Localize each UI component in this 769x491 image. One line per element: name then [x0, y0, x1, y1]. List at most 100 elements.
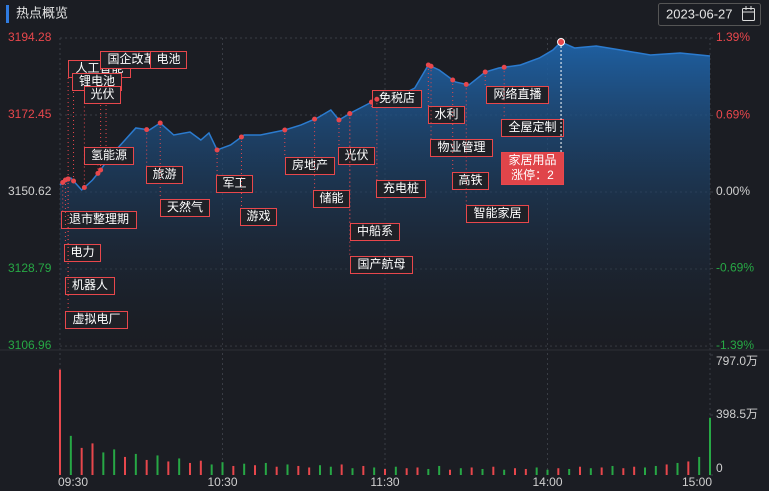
x-tick-label: 10:30: [207, 475, 237, 489]
volume-bar: [210, 464, 213, 475]
volume-bar: [438, 465, 441, 475]
annotation-dot: [347, 111, 353, 117]
volume-bar: [189, 462, 191, 475]
annotation-box: [160, 199, 210, 217]
annotation-label: 电力: [70, 245, 94, 259]
y-tick-label: 3194.28: [8, 30, 52, 44]
annotation-label: 储能: [319, 190, 343, 205]
annotation-box: [84, 147, 134, 165]
annotation-box: [61, 211, 137, 229]
annotation-box: [146, 166, 183, 184]
annotation-box: [285, 157, 335, 175]
volume-tick-label: 398.5万: [716, 407, 758, 421]
volume-bar: [145, 459, 148, 475]
annotation-box: [501, 119, 564, 137]
volume-bar: [416, 467, 419, 475]
header-title: 热点概览: [16, 5, 68, 20]
annotation-label: 国企改革: [107, 51, 155, 66]
annotation-dot: [157, 120, 163, 126]
annotation-dot: [95, 170, 101, 176]
volume-bar: [264, 462, 267, 475]
annotation-label: 全屋定制: [508, 119, 556, 134]
annotation-dot: [214, 147, 220, 153]
volume-bar: [113, 449, 116, 475]
annotation-box: [428, 106, 465, 124]
price-line: [59, 41, 711, 192]
annotation-label: 房地产: [292, 157, 328, 172]
calendar-icon[interactable]: [742, 6, 755, 21]
annotation-label: 光伏: [90, 87, 114, 101]
volume-bar: [449, 469, 451, 475]
annotation-label: 物业管理: [437, 139, 485, 154]
annotation-label: 氢能源: [91, 147, 127, 162]
annotation-box: [216, 175, 253, 193]
annotation-box: [313, 190, 350, 208]
annotation-label: 智能家居: [473, 205, 521, 220]
annotation-label: 旅游: [152, 167, 176, 181]
annotation-label: 电池: [156, 52, 180, 66]
volume-bar: [622, 468, 625, 475]
annotation-label: 军工: [222, 176, 246, 190]
volume-bar: [232, 465, 235, 475]
annotation-dot: [81, 184, 87, 190]
annotation-label: 水利: [434, 107, 458, 121]
annotation-dot: [98, 167, 104, 173]
annotation-box: [501, 152, 564, 185]
volume-bar: [589, 468, 592, 475]
annotation-dot: [428, 63, 434, 69]
annotation-dot: [463, 81, 469, 87]
volume-bar: [654, 465, 657, 475]
volume-bar: [91, 443, 94, 475]
volume-bar: [329, 466, 332, 475]
volume-bar: [470, 467, 473, 475]
volume-bar: [308, 467, 311, 475]
annotation-dot: [282, 127, 288, 133]
volume-bar: [340, 464, 343, 475]
annotation-label: 退市整理期: [69, 211, 129, 226]
volume-bar: [665, 464, 668, 475]
volume-tick-label: 797.0万: [716, 354, 758, 368]
volume-bar: [384, 468, 386, 475]
annotation-label: 网络直播: [493, 86, 541, 101]
volume-bar: [59, 369, 61, 475]
volume-bar: [709, 417, 711, 475]
annotation-label: 天然气: [167, 199, 203, 214]
annotation-box: [372, 90, 422, 108]
volume-bar: [633, 466, 636, 475]
annotation-label: 锂电池: [79, 73, 115, 88]
volume-bar: [535, 467, 538, 475]
annotation-box: [150, 51, 187, 69]
date-picker[interactable]: [658, 3, 761, 26]
volume-bar: [134, 453, 137, 475]
annotation-box: [350, 256, 413, 274]
volume-bar: [611, 465, 614, 475]
annotation-dot: [336, 117, 342, 123]
date-text[interactable]: 2023-06-27: [666, 6, 733, 21]
annotation-label: 中船系: [357, 223, 393, 238]
volume-bar: [362, 465, 365, 475]
annotation-label: 免税店: [379, 90, 415, 105]
volume-bar: [644, 467, 646, 475]
y2-tick-label: 0.69%: [716, 108, 750, 122]
volume-bar: [492, 466, 495, 475]
annotation-box: [466, 205, 529, 223]
volume-bar: [394, 466, 397, 475]
y-tick-label: 3128.79: [8, 261, 52, 275]
volume-bar: [156, 455, 159, 475]
volume-bar: [459, 468, 462, 475]
volume-bar: [319, 465, 321, 475]
x-tick-label: 14:00: [532, 475, 562, 489]
volume-bar: [427, 468, 430, 475]
annotation-label: 游戏: [246, 209, 270, 223]
volume-bar: [557, 468, 560, 475]
volume-bar: [676, 462, 679, 475]
annotation-box: [240, 208, 277, 226]
volume-bar: [503, 469, 506, 475]
annotation-label: 机器人: [72, 278, 108, 292]
volume-bar: [481, 468, 484, 475]
volume-bar: [243, 463, 246, 475]
annotation-box: [64, 244, 101, 262]
volume-bar: [524, 468, 527, 475]
